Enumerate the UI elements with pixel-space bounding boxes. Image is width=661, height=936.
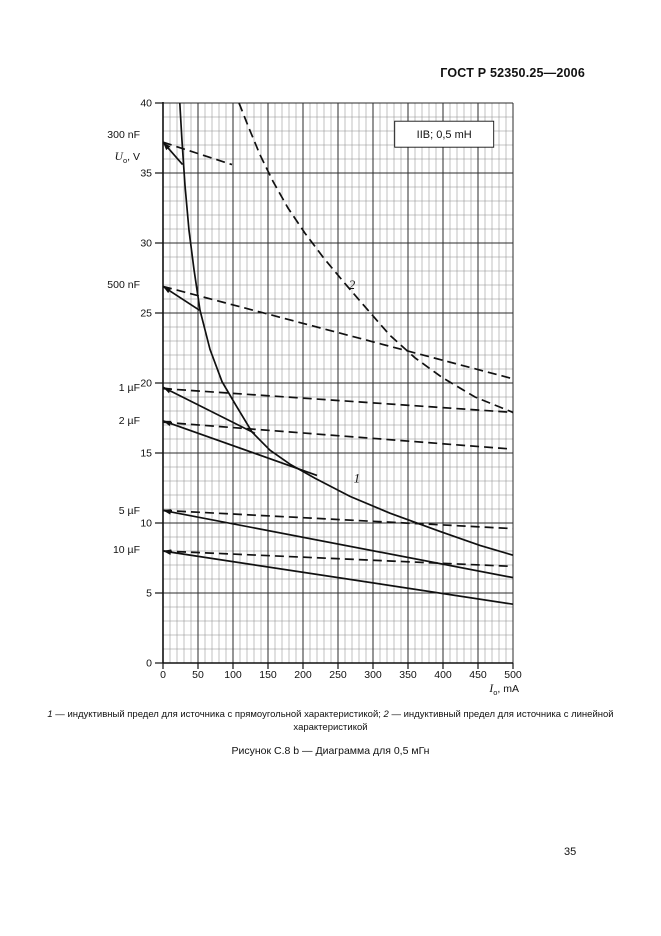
y-tick-label: 5 [146, 588, 152, 600]
series-cap-1uF-linear [162, 387, 514, 414]
curve-label-1: 1 [354, 470, 361, 485]
series-cap-2uF-linear [162, 421, 509, 450]
y-axis-subscript: o [122, 156, 128, 166]
x-tick-label: 150 [259, 669, 277, 681]
curve-label-2: 2 [349, 277, 356, 292]
y-tick-label: 0 [146, 658, 152, 670]
group-label-text: IIB; 0,5 mH [417, 129, 472, 141]
axis-ticks [155, 102, 514, 669]
x-tick-label: 500 [504, 669, 522, 681]
y-tick-label: 35 [140, 168, 152, 180]
x-tick-label: 200 [294, 669, 312, 681]
y-axis-symbol: U [114, 151, 123, 163]
series-cap-10uF-linear [162, 550, 514, 568]
y-tick-label: 10 [140, 518, 152, 530]
cap-label-1uF: 1 µF [118, 382, 140, 394]
y-axis-unit-label: Uo, V [58, 151, 140, 165]
x-tick-label: 350 [399, 669, 417, 681]
series-cap-1uF-rectangular [162, 386, 256, 435]
cap-label-5uF: 5 µF [118, 505, 140, 517]
y-tick-label: 15 [140, 448, 152, 460]
x-tick-label: 300 [364, 669, 382, 681]
caption-text-1: — индуктивный предел для источника с пря… [52, 709, 384, 720]
y-axis-unit: , V [127, 151, 140, 163]
cap-label-10uF: 10 µF [112, 544, 140, 556]
series-inductive-limit-linear-source [238, 102, 514, 414]
curve-labels: 21 [349, 277, 360, 485]
y-tick-label: 40 [140, 98, 152, 110]
cap-label-500nF: 500 nF [107, 279, 140, 291]
caption-line-1: 1 — индуктивный предел для источника с п… [20, 709, 641, 722]
caption-curve2-ref: 2 [383, 709, 389, 720]
cap-label-2uF: 2 µF [118, 415, 140, 427]
series-inductive-limit-rectangular-source [178, 102, 514, 557]
x-tick-label: 250 [329, 669, 347, 681]
series-cap-2uF-rectangular [162, 419, 318, 477]
series-cap-10uF-rectangular [162, 550, 514, 606]
series [162, 102, 514, 606]
x-tick-label: 0 [160, 669, 166, 681]
group-label-box [394, 120, 495, 148]
y-tick-label: 25 [140, 308, 152, 320]
x-tick-label: 50 [192, 669, 204, 681]
caption-line-2: характеристикой [293, 721, 368, 733]
x-axis-unit-label: Io, mA [419, 683, 519, 697]
caption-text-2: — индуктивный предел для источника с лин… [388, 709, 614, 720]
series-cap-500nF-linear [162, 285, 514, 380]
doc-header: ГОСТ Р 52350.25—2006 [440, 66, 585, 80]
x-tick-label: 450 [469, 669, 487, 681]
chart-legend-caption: 1 — индуктивный предел для источника с п… [20, 709, 641, 734]
series-cap-5uF-rectangular [162, 509, 514, 579]
y-tick-label: 30 [140, 238, 152, 250]
figure-caption: Рисунок С.8 b — Диаграмма для 0,5 мГн [231, 745, 430, 757]
x-axis-unit: , mA [497, 683, 519, 695]
x-tick-label: 400 [434, 669, 452, 681]
x-axis-subscript: o [493, 688, 498, 698]
arrowhead-cap-300nF-rectangular [163, 142, 171, 151]
caption-curve1-ref: 1 [47, 709, 53, 720]
series-cap-5uF-linear [162, 509, 514, 530]
x-axis-symbol: I [489, 683, 494, 695]
x-tick-label: 100 [224, 669, 242, 681]
series-cap-300nF-linear [162, 141, 233, 166]
y-tick-label: 20 [140, 378, 152, 390]
cap-label-300nF: 300 nF [107, 129, 140, 141]
page-number: 35 [564, 846, 577, 858]
